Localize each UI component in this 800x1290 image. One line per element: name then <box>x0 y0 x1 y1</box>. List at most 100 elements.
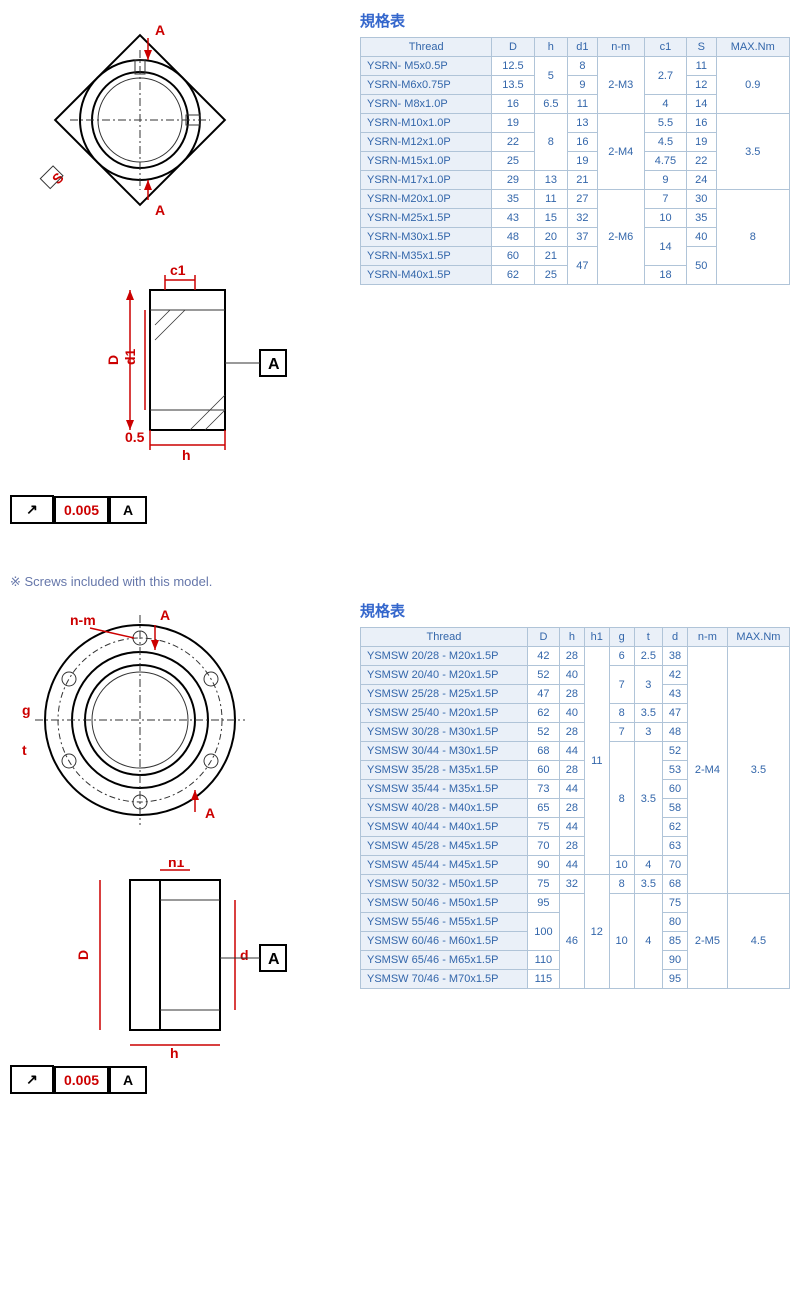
cell-max: 3.5 <box>727 647 789 894</box>
cell-h: 28 <box>559 723 584 742</box>
cell-h: 32 <box>559 875 584 894</box>
cell-nm: 2-M4 <box>687 647 727 894</box>
tolerance-datum: A <box>109 496 147 524</box>
diagram-column-2: n-m A A g t <box>10 600 360 1114</box>
dim-d-label2: d <box>240 947 249 963</box>
top-view-diagram-1: A A S <box>10 10 350 240</box>
cell-g: 7 <box>609 666 634 704</box>
cell-thread: YSMSW 65/46 - M65x1.5P <box>361 951 528 970</box>
cell-d1: 32 <box>568 209 597 228</box>
cell-max: 4.5 <box>727 894 789 989</box>
tolerance-frame-2: ↗ 0.005 A <box>10 1065 350 1094</box>
cell-c1: 14 <box>644 228 686 266</box>
cell-g: 8 <box>609 704 634 723</box>
spec-table-2: ThreadDhh1gtdn-mMAX.Nm YSMSW 20/28 - M20… <box>360 627 790 989</box>
cell-D: 43 <box>492 209 534 228</box>
cell-d: 90 <box>663 951 688 970</box>
cell-S: 30 <box>687 190 716 209</box>
runout-symbol-2: ↗ <box>10 1065 54 1094</box>
cell-c1: 10 <box>644 209 686 228</box>
table-title-1: 規格表 <box>360 10 790 31</box>
column-header: d <box>663 628 688 647</box>
cell-thread: YSRN-M12x1.0P <box>361 133 492 152</box>
cell-t: 3.5 <box>634 875 662 894</box>
cell-thread: YSRN-M15x1.0P <box>361 152 492 171</box>
screws-note: ※ Screws included with this model. <box>10 574 790 590</box>
dim-d1-label: d1 <box>122 348 138 365</box>
cell-nm: 2-M4 <box>597 114 644 190</box>
cell-thread: YSRN-M40x1.5P <box>361 266 492 285</box>
column-header: c1 <box>644 38 686 57</box>
cell-S: 19 <box>687 133 716 152</box>
cell-D: 90 <box>527 856 559 875</box>
cell-t: 4 <box>634 894 662 989</box>
cell-thread: YSMSW 30/28 - M30x1.5P <box>361 723 528 742</box>
cell-thread: YSMSW 50/46 - M50x1.5P <box>361 894 528 913</box>
column-header: n-m <box>687 628 727 647</box>
cell-thread: YSRN-M30x1.5P <box>361 228 492 247</box>
cell-t: 2.5 <box>634 647 662 666</box>
cell-D: 48 <box>492 228 534 247</box>
cell-thread: YSMSW 35/44 - M35x1.5P <box>361 780 528 799</box>
cell-g: 8 <box>609 875 634 894</box>
cell-h1: 11 <box>584 647 609 875</box>
cell-d: 62 <box>663 818 688 837</box>
cell-c1: 9 <box>644 171 686 190</box>
cell-d1: 47 <box>568 247 597 285</box>
dim-t-label: t <box>22 742 27 758</box>
cell-h: 28 <box>559 837 584 856</box>
cell-S: 24 <box>687 171 716 190</box>
cell-c1: 4.75 <box>644 152 686 171</box>
datum-label: A <box>268 356 280 373</box>
cell-g: 7 <box>609 723 634 742</box>
cell-d: 70 <box>663 856 688 875</box>
runout-symbol: ↗ <box>10 495 54 524</box>
table-title-2: 規格表 <box>360 600 790 621</box>
cell-c1: 2.7 <box>644 57 686 95</box>
cell-d: 53 <box>663 761 688 780</box>
column-header: d1 <box>568 38 597 57</box>
dim-nm-label: n-m <box>70 612 96 628</box>
cell-S: 35 <box>687 209 716 228</box>
cell-D: 70 <box>527 837 559 856</box>
table-row: YSRN-M10x1.0P198132-M45.5163.5 <box>361 114 790 133</box>
cell-d: 95 <box>663 970 688 989</box>
cell-D: 62 <box>492 266 534 285</box>
cell-thread: YSMSW 50/32 - M50x1.5P <box>361 875 528 894</box>
cell-thread: YSRN-M6x0.75P <box>361 76 492 95</box>
cell-nm: 2-M3 <box>597 57 644 114</box>
cell-D: 110 <box>527 951 559 970</box>
section-a1: A <box>160 607 170 623</box>
cell-g: 10 <box>609 856 634 875</box>
cell-h: 8 <box>534 114 568 171</box>
cell-g: 8 <box>609 742 634 856</box>
dim-D-label: D <box>75 950 91 960</box>
cell-h: 20 <box>534 228 568 247</box>
cell-D: 19 <box>492 114 534 133</box>
cell-D: 60 <box>492 247 534 266</box>
cell-thread: YSRN- M8x1.0P <box>361 95 492 114</box>
table-row: YSMSW 20/28 - M20x1.5P42281162.5382-M43.… <box>361 647 790 666</box>
cell-d: 48 <box>663 723 688 742</box>
table-row: YSMSW 50/46 - M50x1.5P9546104752-M54.5 <box>361 894 790 913</box>
cell-D: 68 <box>527 742 559 761</box>
cell-d: 68 <box>663 875 688 894</box>
cell-max: 3.5 <box>716 114 790 190</box>
cell-t: 3 <box>634 723 662 742</box>
cell-h: 13 <box>534 171 568 190</box>
cell-nm: 2-M5 <box>687 894 727 989</box>
column-header: Thread <box>361 628 528 647</box>
column-header: S <box>687 38 716 57</box>
cell-D: 16 <box>492 95 534 114</box>
cell-S: 40 <box>687 228 716 247</box>
cell-d: 43 <box>663 685 688 704</box>
cell-D: 29 <box>492 171 534 190</box>
cell-t: 4 <box>634 856 662 875</box>
cell-thread: YSRN-M25x1.5P <box>361 209 492 228</box>
cell-h1: 12 <box>584 875 609 989</box>
cell-h: 44 <box>559 780 584 799</box>
dim-h1-label: h1 <box>168 860 185 870</box>
cell-c1: 18 <box>644 266 686 285</box>
cell-thread: YSRN-M35x1.5P <box>361 247 492 266</box>
cell-D: 100 <box>527 913 559 951</box>
